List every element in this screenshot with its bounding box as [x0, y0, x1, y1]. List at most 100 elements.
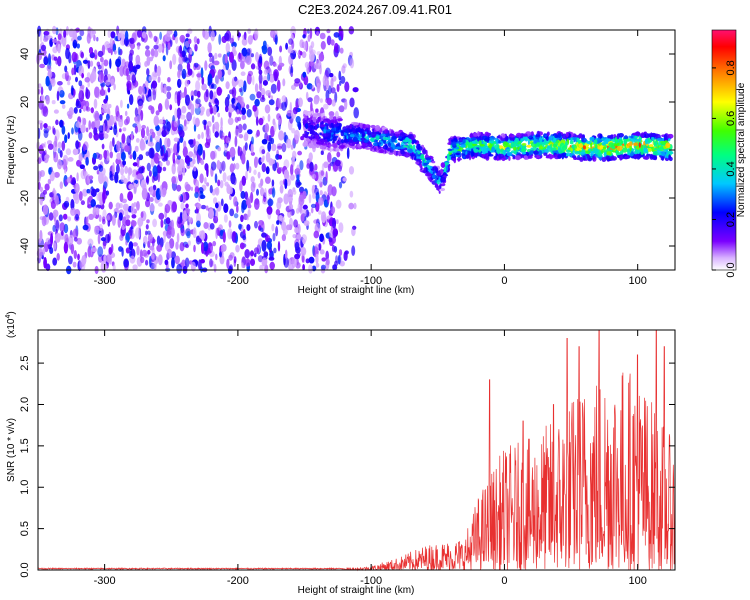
noise-blob [286, 224, 292, 231]
noise-blob [167, 77, 171, 83]
noise-blob [231, 231, 237, 243]
noise-blob [139, 86, 146, 97]
noise-blob [225, 42, 230, 53]
ridge-blob [538, 150, 543, 156]
spectrogram-y-title: Frequency (Hz) [6, 116, 17, 185]
ridge-blob [632, 132, 637, 136]
ridge-blob [382, 136, 389, 141]
noise-blob [303, 220, 310, 227]
noise-blob [115, 58, 121, 68]
noise-blob [152, 73, 158, 78]
noise-blob [63, 30, 67, 38]
ridge-blob [384, 149, 387, 154]
noise-blob [219, 180, 224, 189]
noise-blob [140, 110, 144, 121]
ridge-blob [660, 141, 666, 145]
noise-blob [250, 250, 254, 257]
ridge-blob [523, 155, 528, 161]
noise-blob [349, 97, 355, 108]
noise-blob [109, 170, 113, 178]
noise-blob [266, 206, 273, 215]
noise-blob [61, 140, 66, 151]
ridge-blob [482, 150, 486, 155]
noise-blob [158, 212, 165, 220]
noise-blob [243, 31, 247, 40]
noise-blob [277, 241, 281, 252]
noise-blob [88, 175, 94, 180]
noise-blob [302, 204, 308, 210]
noise-blob [213, 263, 217, 273]
noise-blob [48, 212, 54, 221]
noise-blob [250, 181, 256, 193]
ridge-blob [484, 131, 490, 137]
noise-blob [144, 136, 148, 141]
noise-blob [211, 84, 214, 89]
noise-blob [238, 79, 244, 88]
noise-blob [190, 186, 193, 191]
ridge-blob [430, 170, 434, 175]
noise-blob [223, 203, 229, 213]
ridge-blob [440, 162, 445, 168]
ridge-blob [544, 134, 548, 137]
noise-blob [299, 39, 305, 48]
noise-blob [288, 203, 294, 210]
noise-blob [57, 141, 62, 149]
noise-blob [55, 119, 59, 126]
ridge-blob [412, 144, 416, 149]
noise-blob [185, 94, 190, 106]
noise-blob [96, 36, 99, 42]
ridge-blob [321, 133, 326, 136]
noise-blob [201, 131, 204, 139]
noise-blob [71, 127, 74, 135]
ridge-blob [633, 142, 639, 147]
noise-blob [99, 89, 106, 96]
noise-blob [272, 232, 276, 242]
noise-blob [43, 56, 49, 66]
noise-blob [80, 169, 86, 180]
noise-blob [165, 86, 172, 92]
noise-blob [82, 143, 86, 152]
ridge-blob [582, 145, 587, 150]
noise-blob [70, 243, 75, 255]
noise-blob [241, 199, 248, 210]
noise-blob [52, 257, 58, 266]
noise-blob [76, 172, 79, 182]
noise-blob [248, 166, 252, 174]
noise-blob [200, 259, 205, 264]
noise-blob [137, 98, 144, 107]
noise-blob [318, 243, 321, 251]
ridge-blob [558, 147, 562, 152]
noise-blob [49, 247, 54, 254]
noise-blob [156, 164, 162, 174]
ridge-blob [484, 137, 490, 142]
noise-blob [138, 166, 144, 174]
noise-blob [135, 64, 141, 70]
noise-blob [103, 181, 108, 190]
noise-blob [76, 43, 81, 49]
noise-blob [241, 262, 244, 269]
noise-blob [325, 250, 330, 261]
noise-blob [255, 116, 259, 126]
noise-blob [100, 56, 104, 63]
ridge-blob [638, 142, 641, 148]
noise-blob [262, 155, 265, 161]
noise-blob [188, 38, 192, 44]
ridge-blob [613, 143, 618, 147]
noise-blob [320, 40, 326, 50]
noise-blob [312, 192, 316, 199]
noise-blob [102, 191, 106, 204]
noise-blob [171, 257, 175, 269]
noise-blob [238, 134, 244, 139]
noise-blob [278, 118, 281, 126]
noise-blob [43, 130, 49, 139]
noise-blob [261, 240, 267, 252]
noise-blob [164, 203, 171, 214]
noise-blob [265, 90, 272, 96]
noise-blob [196, 203, 202, 210]
noise-blob [163, 232, 166, 243]
noise-blob [322, 75, 328, 86]
ridge-blob [453, 148, 458, 153]
noise-blob [233, 163, 236, 170]
noise-blob [277, 145, 282, 150]
noise-blob [65, 26, 69, 36]
